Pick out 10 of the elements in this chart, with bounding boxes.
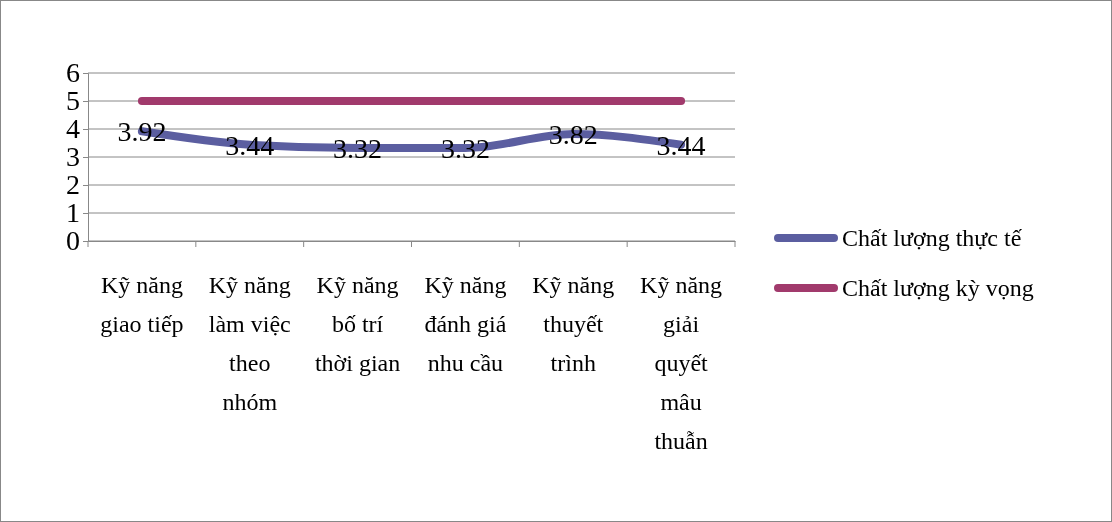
- x-tick-label: Kỹ năng thuyết trình: [532, 272, 615, 376]
- x-tick-label: Kỹ năng bố trí thời gian: [314, 272, 401, 376]
- x-tick-label: Kỹ năng giải quyết mâu thuẫn: [640, 272, 723, 454]
- legend-label: Chất lượng kỳ vọng: [842, 275, 1034, 301]
- data-label: 3.44: [656, 129, 706, 161]
- x-tick-label: Kỹ năng giao tiếp: [100, 272, 184, 337]
- legend-label: Chất lượng thực tế: [842, 225, 1023, 251]
- x-tick-label: Kỹ năng đánh giá nhu cầu: [424, 272, 507, 376]
- data-label: 3.92: [117, 116, 167, 148]
- x-tick-label: Kỹ năng làm việc theo nhóm: [208, 272, 291, 415]
